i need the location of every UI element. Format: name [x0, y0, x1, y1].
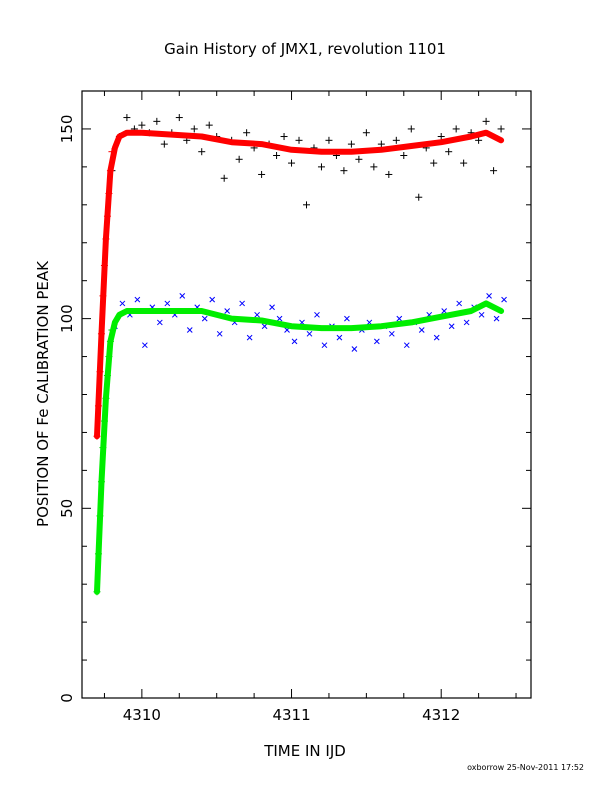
data-point [201, 315, 208, 322]
data-point [475, 136, 483, 144]
data-point [452, 125, 460, 133]
data-point [460, 159, 468, 167]
y-tick-label: 100 [58, 304, 76, 333]
data-point [490, 167, 498, 175]
data-point [403, 342, 410, 349]
x-tick-label: 4310 [123, 706, 161, 724]
data-point [373, 338, 380, 345]
data-point [175, 114, 183, 122]
data-point [291, 338, 298, 345]
y-axis-label: POSITION OF Fe CALIBRATION PEAK [34, 260, 52, 527]
data-point [321, 342, 328, 349]
data-point [273, 151, 281, 159]
data-point [209, 296, 216, 303]
data-point [276, 315, 283, 322]
data-point [456, 300, 463, 307]
data-point [288, 159, 296, 167]
data-point [220, 174, 228, 182]
data-point [258, 170, 266, 178]
data-point [156, 319, 163, 326]
data-point [134, 296, 141, 303]
data-point [430, 159, 438, 167]
data-point [362, 129, 370, 137]
data-point [254, 311, 260, 318]
data-point [388, 330, 395, 337]
data-point [377, 140, 385, 148]
data-point [355, 155, 363, 163]
fit-curve-4 [94, 129, 505, 440]
chart-title: Gain History of JMX1, revolution 1101 [164, 40, 446, 58]
data-layer [93, 114, 507, 596]
data-point [306, 330, 313, 337]
data-point [186, 327, 193, 333]
data-point [235, 155, 243, 163]
data-point [314, 311, 320, 318]
data-point [142, 342, 148, 349]
data-point [303, 201, 310, 209]
data-point [493, 315, 500, 322]
data-point [325, 136, 333, 144]
y-tick-label: 50 [58, 499, 76, 518]
data-point [336, 334, 343, 341]
data-point [246, 334, 253, 341]
data-point [407, 125, 415, 133]
data-point [164, 300, 171, 307]
data-point [448, 323, 455, 330]
data-point [441, 308, 448, 314]
data-point [415, 193, 423, 201]
data-point [392, 136, 400, 144]
data-point [370, 163, 378, 171]
data-point [153, 117, 161, 125]
footer-credit: oxborrow 25-Nov-2011 17:52 [467, 763, 584, 772]
data-point [119, 300, 126, 307]
data-point [351, 346, 358, 352]
y-tick-label: 0 [58, 693, 76, 703]
data-point [445, 148, 453, 156]
data-point [437, 133, 445, 141]
data-point [123, 114, 131, 122]
data-point [400, 151, 408, 159]
data-point [224, 308, 231, 314]
data-point [216, 330, 223, 337]
data-point [482, 117, 490, 125]
fit-curve-5 [94, 300, 505, 595]
data-point [396, 315, 403, 322]
plot-frame [81, 90, 532, 699]
data-point [269, 304, 275, 311]
data-point [433, 334, 440, 341]
data-point [243, 129, 251, 137]
axis-ticks: 0 50 100 150 4310 4311 4312 [58, 90, 531, 724]
data-point [138, 121, 146, 129]
data-point [179, 293, 186, 299]
y-tick-label: 150 [58, 115, 76, 144]
data-point [347, 140, 355, 148]
x-tick-label: 4312 [422, 706, 460, 724]
data-point [317, 163, 325, 171]
data-point [295, 136, 303, 144]
data-point [261, 323, 268, 330]
x-tick-label: 4311 [272, 706, 310, 724]
data-point [478, 311, 485, 318]
data-point [497, 125, 505, 133]
data-point [340, 167, 348, 175]
x-axis-label: TIME IN IJD [263, 742, 346, 760]
data-point [190, 125, 198, 133]
data-point [239, 300, 245, 307]
data-point [463, 319, 470, 326]
data-point [486, 293, 492, 299]
data-point [418, 327, 425, 333]
data-point [205, 121, 213, 129]
data-point [501, 296, 507, 303]
data-point [198, 148, 206, 156]
data-point [160, 140, 168, 148]
data-point [280, 133, 288, 141]
data-point [344, 315, 350, 322]
data-point [385, 170, 393, 178]
